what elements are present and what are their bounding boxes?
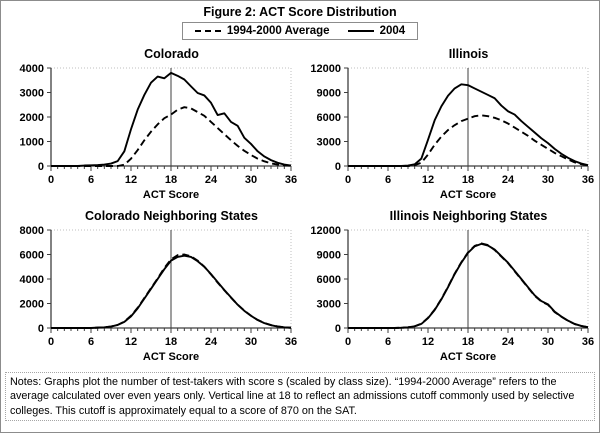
legend-row: 1994-2000 Average 2004	[3, 22, 597, 46]
svg-text:12000: 12000	[310, 63, 341, 75]
svg-text:30: 30	[542, 336, 554, 348]
svg-text:0: 0	[345, 336, 351, 348]
svg-text:30: 30	[245, 336, 257, 348]
svg-text:0: 0	[345, 174, 351, 186]
chart-canvas-colorado: 0 1000 2000 3000 4000 0 6 12 18 24 30 36 ACT Score	[20, 63, 298, 201]
svg-text:9000: 9000	[317, 250, 341, 262]
svg-text:6: 6	[385, 336, 391, 348]
svg-text:4000: 4000	[20, 274, 44, 286]
svg-text:24: 24	[502, 174, 515, 186]
svg-text:18: 18	[165, 336, 177, 348]
svg-text:8000: 8000	[20, 225, 44, 237]
chart-illinois: Illinois 0 3000 6000 9000 12000 0 6 12 18 24 30 36 A…	[300, 46, 597, 208]
svg-text:0: 0	[48, 336, 54, 348]
chart-colorado: Colorado 0 1000 2000 3000 4000 0 6 12 18 24 30 36 AC…	[3, 46, 300, 208]
legend: 1994-2000 Average 2004	[181, 22, 419, 40]
svg-text:0: 0	[48, 174, 54, 186]
chart-title-colorado-neighboring: Colorado Neighboring States	[85, 209, 258, 223]
svg-text:18: 18	[165, 174, 177, 186]
svg-text:36: 36	[582, 336, 594, 348]
svg-text:18: 18	[462, 336, 474, 348]
svg-text:12: 12	[125, 174, 137, 186]
svg-text:2000: 2000	[20, 112, 44, 124]
chart-canvas-illinois-neighboring: 0 3000 6000 9000 12000 0 6 12 18 24 30 36 ACT Score	[310, 225, 594, 363]
legend-label-2004: 2004	[379, 25, 406, 37]
svg-text:30: 30	[245, 174, 257, 186]
dashed-line-sample-icon	[194, 30, 221, 32]
svg-text:6: 6	[88, 336, 94, 348]
svg-text:12: 12	[422, 336, 434, 348]
figure-notes: Notes: Graphs plot the number of test-ta…	[5, 372, 595, 421]
solid-line-sample-icon	[347, 30, 374, 32]
svg-text:0: 0	[38, 161, 44, 173]
svg-text:6000: 6000	[20, 250, 44, 262]
svg-text:ACT Score: ACT Score	[440, 189, 496, 201]
svg-text:36: 36	[285, 336, 297, 348]
svg-text:36: 36	[582, 174, 594, 186]
svg-text:30: 30	[542, 174, 554, 186]
svg-text:6: 6	[385, 174, 391, 186]
svg-text:0: 0	[38, 323, 44, 335]
svg-text:3000: 3000	[317, 137, 341, 149]
svg-text:18: 18	[462, 174, 474, 186]
svg-text:0: 0	[335, 323, 341, 335]
svg-text:36: 36	[285, 174, 297, 186]
chart-canvas-illinois: 0 3000 6000 9000 12000 0 6 12 18 24 30 36 ACT Score	[310, 63, 594, 201]
svg-text:24: 24	[205, 174, 218, 186]
svg-text:6000: 6000	[317, 274, 341, 286]
svg-text:2000: 2000	[20, 299, 44, 311]
svg-text:24: 24	[205, 336, 218, 348]
svg-text:6000: 6000	[317, 112, 341, 124]
svg-text:12: 12	[422, 174, 434, 186]
chart-illinois-neighboring: Illinois Neighboring States 0 3000 6000 900…	[300, 208, 597, 370]
svg-text:1000: 1000	[20, 137, 44, 149]
svg-text:12: 12	[125, 336, 137, 348]
svg-text:24: 24	[502, 336, 515, 348]
svg-text:12000: 12000	[310, 225, 341, 237]
figure-title: Figure 2: ACT Score Distribution	[203, 5, 397, 19]
svg-text:9000: 9000	[317, 88, 341, 100]
svg-text:ACT Score: ACT Score	[143, 351, 199, 363]
svg-text:3000: 3000	[317, 299, 341, 311]
legend-label-average: 1994-2000 Average	[226, 25, 330, 37]
chart-title-illinois: Illinois	[448, 47, 489, 61]
chart-canvas-colorado-neighboring: 0 2000 4000 6000 8000 0 6 12 18 24 30 36 ACT Score	[20, 225, 298, 363]
svg-text:0: 0	[335, 161, 341, 173]
legend-item-2004: 2004	[347, 25, 406, 37]
chart-title-illinois-neighboring: Illinois Neighboring States	[389, 209, 548, 223]
svg-text:6: 6	[88, 174, 94, 186]
svg-text:ACT Score: ACT Score	[143, 189, 199, 201]
legend-item-average: 1994-2000 Average	[194, 25, 330, 37]
chart-title-colorado: Colorado	[144, 47, 199, 61]
chart-colorado-neighboring: Colorado Neighboring States 0 2000 4000 600…	[3, 208, 300, 370]
svg-text:3000: 3000	[20, 88, 44, 100]
svg-text:ACT Score: ACT Score	[440, 351, 496, 363]
svg-text:4000: 4000	[20, 63, 44, 75]
charts-grid: Colorado 0 1000 2000 3000 4000 0 6 12 18 24 30 36 AC…	[3, 46, 597, 370]
